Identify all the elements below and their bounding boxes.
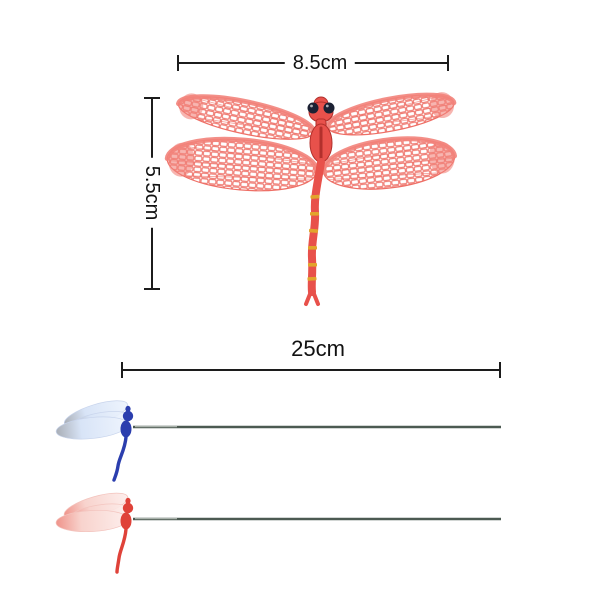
lower-left-wing	[164, 136, 320, 192]
blue-wings	[55, 400, 129, 440]
right-eye	[323, 102, 335, 114]
red-head	[122, 502, 134, 514]
blue-tail	[112, 435, 128, 482]
left-eye	[307, 102, 319, 114]
dragonfly-body	[304, 96, 335, 306]
upper-right-wing	[325, 92, 457, 136]
red-tail	[115, 527, 128, 574]
lower-right-wing	[320, 136, 458, 190]
red-dragonfly-body	[115, 497, 134, 574]
red-dragonfly-top-view	[164, 92, 458, 306]
dragonfly-tail	[307, 158, 325, 296]
upper-left-wing	[176, 93, 317, 140]
tail-fork	[304, 287, 320, 306]
blue-dragonfly-garden-stake	[55, 400, 501, 482]
red-thorax	[120, 512, 132, 530]
red-wings	[55, 492, 129, 533]
tail-bands	[307, 194, 320, 281]
wingspan-label: 8.5cm	[284, 51, 356, 75]
stick-length-dimension-line	[121, 362, 501, 378]
blue-dragonfly-body	[112, 405, 134, 482]
body-height-label: 5.5cm	[140, 157, 164, 229]
blue-thorax	[120, 420, 132, 438]
stick-length-label: 25cm	[291, 335, 345, 361]
red-dragonfly-garden-stake	[55, 492, 501, 574]
blue-head	[122, 410, 134, 422]
